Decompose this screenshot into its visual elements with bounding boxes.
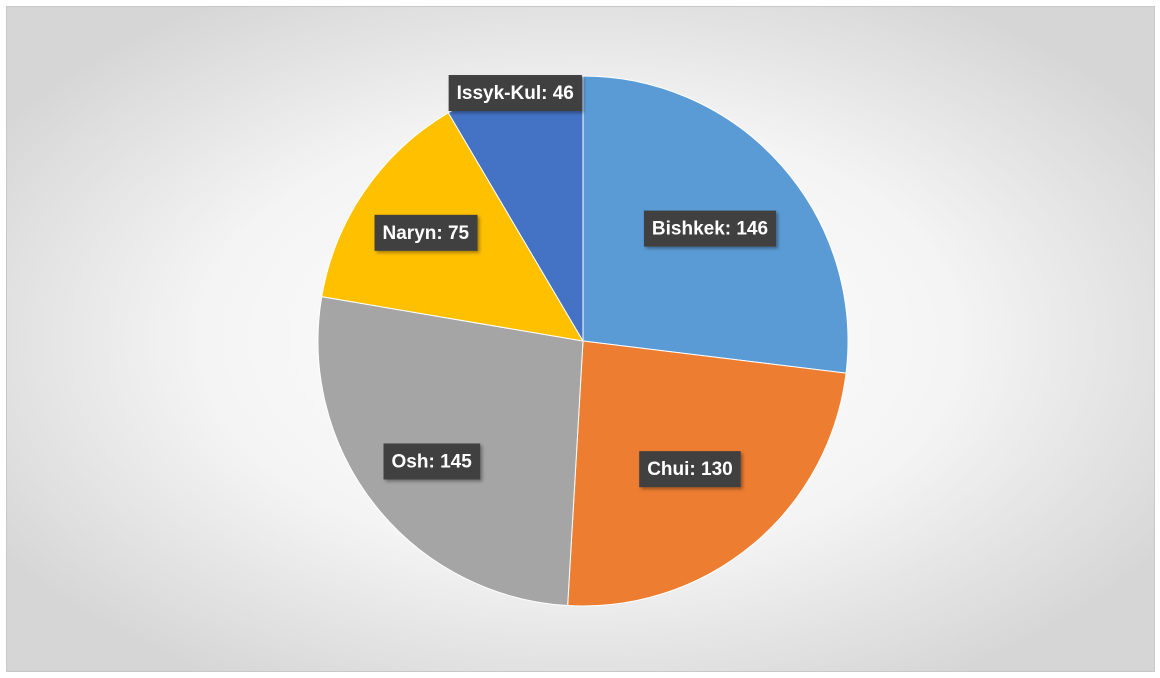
pie bbox=[317, 75, 849, 607]
data-labels: Bishkek: 146 Chui: 130 Osh: 145 Naryn: 75 Is… bbox=[374, 75, 777, 488]
data-label: Osh: 145 bbox=[392, 452, 473, 473]
data-label-box bbox=[448, 75, 582, 112]
data-label: Naryn: 75 bbox=[383, 223, 470, 244]
data-label: Chui: 130 bbox=[647, 459, 733, 480]
data-label-box bbox=[639, 451, 741, 488]
data-label-box bbox=[643, 210, 777, 247]
data-label-box bbox=[374, 214, 478, 251]
data-label: Bishkek: 146 bbox=[652, 219, 768, 240]
data-label-box bbox=[383, 443, 481, 480]
data-label: Issyk-Kul: 46 bbox=[457, 83, 574, 104]
